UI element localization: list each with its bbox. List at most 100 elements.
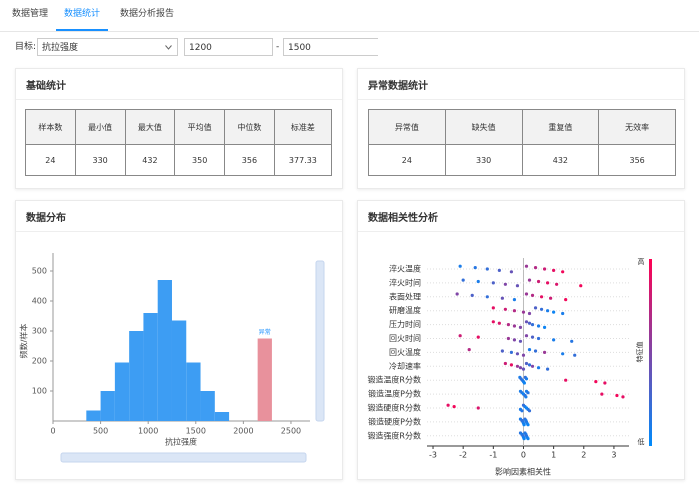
x-tick-label: -2 xyxy=(459,451,467,460)
data-row: 24 330 432 350 356 377.33 xyxy=(25,144,333,176)
shap-point xyxy=(552,268,556,272)
shap-point xyxy=(527,311,532,316)
shap-point xyxy=(542,267,547,271)
histogram-bar xyxy=(114,362,130,421)
shap-point xyxy=(579,284,583,288)
histogram-bar xyxy=(143,313,158,421)
header-row: 异常值 缺失值 重复值 无效率 xyxy=(368,109,676,145)
column-header: 中位数 xyxy=(224,109,275,145)
anomaly-stats-table: 异常值 缺失值 重复值 无效率 24 330 432 356 xyxy=(368,109,676,176)
outlier-bar xyxy=(257,338,272,421)
min-input[interactable]: 1200 xyxy=(184,38,273,56)
color-high-label: 高 xyxy=(638,257,645,266)
v-scrollbar[interactable] xyxy=(315,260,325,422)
shap-point xyxy=(512,309,517,313)
shap-point xyxy=(570,339,574,343)
shap-point xyxy=(542,350,547,354)
shap-point xyxy=(485,267,489,271)
histogram-bar xyxy=(171,320,187,421)
shap-point xyxy=(515,364,520,368)
shap-point xyxy=(524,377,529,381)
feature-label: 锻造硬度R分数 xyxy=(367,403,421,413)
shap-point xyxy=(524,334,529,338)
max-input[interactable]: 1500 xyxy=(283,38,378,56)
shap-point xyxy=(509,270,514,274)
shap-point xyxy=(555,282,559,286)
column-header: 标准差 xyxy=(273,109,333,145)
shap-point xyxy=(515,352,520,356)
shap-point xyxy=(467,348,471,352)
panel-divider xyxy=(358,231,684,232)
panel-title: 基础统计 xyxy=(26,81,66,92)
tab[interactable]: 数据分析报告 xyxy=(120,9,175,19)
shap-point xyxy=(476,406,480,410)
shap-point xyxy=(536,366,541,370)
histogram-bar xyxy=(214,412,230,421)
shap-point xyxy=(564,298,568,302)
tab[interactable]: 数据统计 xyxy=(56,0,109,31)
feature-label: 淬火温度 xyxy=(389,264,421,274)
shap-point xyxy=(491,306,495,310)
range-separator: - xyxy=(276,42,280,52)
x-axis-label: 抗拉强度 xyxy=(165,437,197,447)
shap-point xyxy=(512,324,517,328)
shap-point xyxy=(500,349,504,353)
panel-title: 数据分布 xyxy=(26,213,66,224)
shap-point xyxy=(521,367,526,371)
column-header: 异常值 xyxy=(368,109,446,145)
shap-point xyxy=(526,437,530,441)
column-header: 样本数 xyxy=(25,109,76,145)
shap-point xyxy=(539,307,544,311)
shap-point xyxy=(476,335,480,339)
y-tick-label: 500 xyxy=(32,267,47,276)
histogram-bar xyxy=(129,331,144,421)
shap-point xyxy=(518,339,523,343)
panel-divider xyxy=(358,99,684,100)
beeswarm: -3 -2 -1 0 1 2 3 影响因素相关性 淬火温度淬火时间表面处理研磨温度压力时间回火时… xyxy=(367,257,652,477)
shap-point xyxy=(527,321,532,325)
basic-stats-panel: 基础统计 样本数 最小值 最大值 平均值 中位数 标准差 24 330 432 350 356 377… xyxy=(15,68,343,189)
shap-point xyxy=(506,323,511,327)
shap-point xyxy=(509,350,514,354)
shap-point xyxy=(522,423,526,427)
x-tick-label: 0 xyxy=(521,451,526,460)
shap-point xyxy=(561,352,565,356)
histogram: 100 200 300 400 500 0 500 1000 1500 2000 2500 抗拉强度 频… xyxy=(19,253,325,463)
x-tick-label: -3 xyxy=(429,451,437,460)
x-tick-label: 0 xyxy=(50,427,55,436)
shap-point xyxy=(527,348,532,352)
shap-point xyxy=(536,324,541,328)
cell: 24 xyxy=(368,144,446,176)
shap-point xyxy=(527,363,532,367)
feature-label: 锻造硬度P分数 xyxy=(368,416,421,426)
shap-point xyxy=(485,295,489,299)
cell: 356 xyxy=(598,144,676,176)
target-select[interactable]: 抗拉强度 xyxy=(37,38,178,56)
tab[interactable]: 数据管理 xyxy=(12,9,49,19)
filter-label: 目标: xyxy=(15,42,37,52)
shap-point xyxy=(533,306,538,310)
shap-point xyxy=(524,361,529,366)
x-tick-label: 500 xyxy=(93,427,108,436)
feature-label: 表面处理 xyxy=(389,291,421,301)
cell: 24 xyxy=(25,144,76,176)
panel-title: 数据相关性分析 xyxy=(368,213,438,224)
shap-point xyxy=(473,266,477,270)
shap-point xyxy=(503,361,507,366)
y-tick-label: 100 xyxy=(32,387,47,396)
shap-point xyxy=(561,270,565,274)
header-row: 样本数 最小值 最大值 平均值 中位数 标准差 xyxy=(25,109,333,145)
y-tick-label: 200 xyxy=(32,357,47,366)
shap-point xyxy=(530,364,535,368)
shap-point xyxy=(564,378,568,382)
histogram-bar xyxy=(157,280,172,421)
outlier-label: 异常 xyxy=(259,328,271,336)
shap-point xyxy=(524,395,528,399)
max-value: 1500 xyxy=(288,43,311,53)
shap-point xyxy=(518,325,523,329)
shap-point xyxy=(509,363,514,367)
h-scrollbar[interactable] xyxy=(60,452,307,463)
shap-point xyxy=(600,392,604,396)
shap-point xyxy=(524,264,529,268)
column-header: 缺失值 xyxy=(444,109,523,145)
